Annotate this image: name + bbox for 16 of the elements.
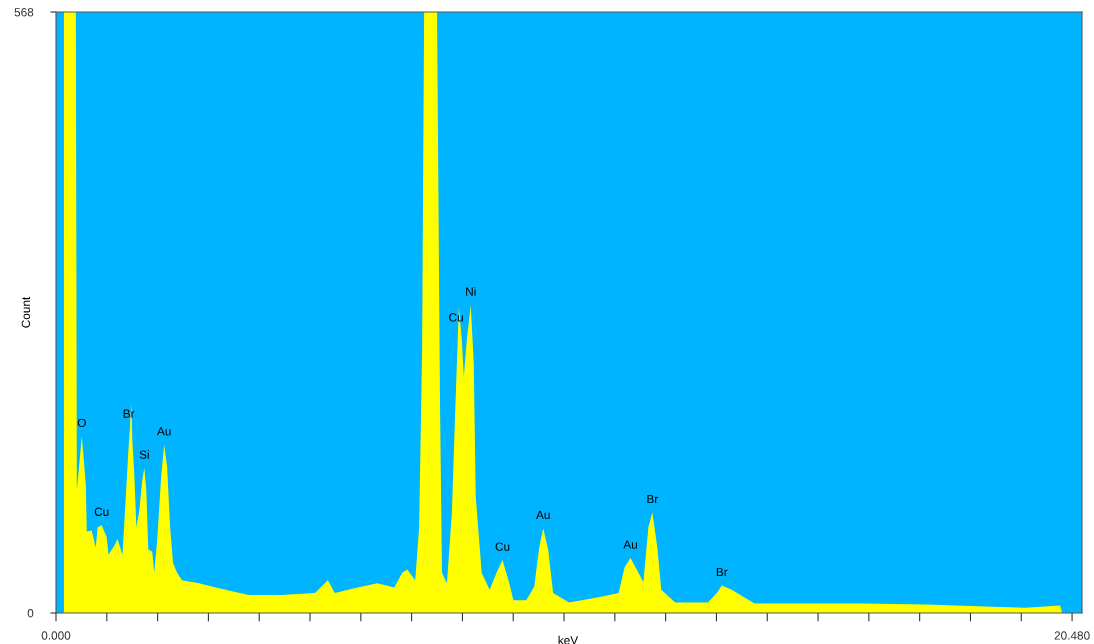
x-tick-label: 0.000: [41, 631, 71, 640]
annotation: Cu: [94, 507, 109, 516]
annotation: Ni: [466, 287, 476, 296]
x-axis-title: keV: [558, 635, 579, 644]
annotation: Si: [139, 450, 149, 459]
annotation: Au: [623, 540, 637, 549]
y-tick-label: 568: [14, 8, 34, 17]
annotation: O: [77, 418, 86, 428]
y-tick-label: 0: [27, 609, 34, 618]
annotation: Br: [716, 567, 728, 577]
y-axis-title: Count: [21, 296, 31, 328]
annotation: Cu: [495, 542, 510, 551]
x-tick-label: 20.480: [1054, 631, 1090, 640]
annotation: Au: [156, 427, 171, 436]
annotation: Au: [536, 510, 550, 520]
annotation: Br: [647, 494, 659, 504]
